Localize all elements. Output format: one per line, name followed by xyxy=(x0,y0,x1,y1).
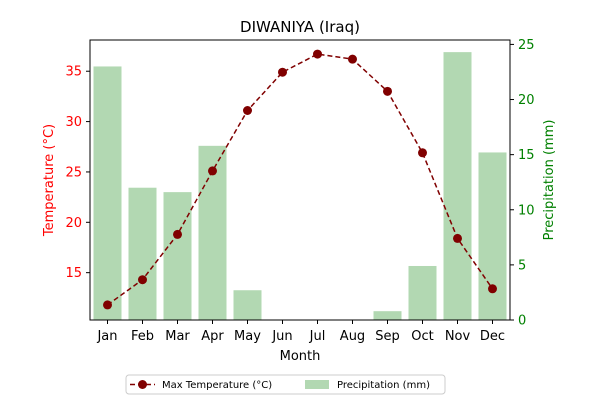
temp-point-jun xyxy=(278,67,287,77)
legend-frame xyxy=(125,374,446,395)
y-axis-left: 15 20 25 30 35 xyxy=(65,65,90,281)
x-tick-label: May xyxy=(234,329,261,344)
x-tick-label: Jul xyxy=(309,329,326,344)
legend: Max Temperature (°C) Precipitation (mm) xyxy=(125,374,446,395)
temp-point-oct xyxy=(418,148,427,158)
y-left-tick-label: 35 xyxy=(65,65,82,80)
y-left-tick-label: 15 xyxy=(65,266,82,281)
y-right-tick-label: 0 xyxy=(518,314,526,329)
x-axis: Jan Feb Mar Apr May Jun Jul Aug Sep Oct Nov Dec xyxy=(96,320,505,344)
x-tick-label: Aug xyxy=(340,329,365,344)
temp-point-dec xyxy=(488,284,497,294)
y-axis-right: 0 5 10 15 20 25 xyxy=(510,38,535,329)
legend-marker-swatch xyxy=(138,380,147,389)
bar-precip-may xyxy=(233,290,262,320)
bar-precip-jan xyxy=(93,66,122,320)
temp-point-feb xyxy=(138,275,147,285)
temp-point-jul xyxy=(313,49,322,59)
temperature-polyline xyxy=(107,53,494,306)
temp-point-aug xyxy=(348,54,357,64)
temp-point-sep xyxy=(383,86,392,96)
temp-point-nov xyxy=(453,233,462,243)
x-tick-label: Dec xyxy=(480,329,505,344)
bar-precip-mar xyxy=(163,192,192,320)
x-tick-label: Apr xyxy=(201,329,224,344)
x-tick-label: Feb xyxy=(131,329,154,344)
x-tick-label: Jun xyxy=(271,329,292,344)
y-axis-right-label: Precipitation (mm) xyxy=(542,120,557,241)
temp-point-jan xyxy=(103,300,112,310)
temp-point-mar xyxy=(173,229,182,239)
precipitation-bars xyxy=(93,52,507,321)
x-tick-label: Oct xyxy=(411,329,433,344)
x-tick-label: Mar xyxy=(165,329,190,344)
bar-precip-sep xyxy=(373,311,402,320)
bar-precip-dec xyxy=(478,152,507,320)
bar-precip-oct xyxy=(408,265,437,320)
plot-frame xyxy=(89,39,511,321)
temp-point-apr xyxy=(208,166,217,176)
x-tick-label: Nov xyxy=(445,329,471,344)
temperature-line xyxy=(103,49,497,310)
x-tick-label: Jan xyxy=(96,329,117,344)
y-left-tick-label: 20 xyxy=(65,216,82,231)
y-right-tick-label: 10 xyxy=(518,203,535,218)
bar-precip-nov xyxy=(443,52,472,321)
bar-precip-feb xyxy=(128,187,157,320)
x-tick-label: Sep xyxy=(375,329,400,344)
legend-label-temperature: Max Temperature (°C) xyxy=(162,380,272,391)
y-right-tick-label: 5 xyxy=(518,258,526,273)
legend-label-precipitation: Precipitation (mm) xyxy=(337,380,430,391)
y-right-tick-label: 20 xyxy=(518,93,535,108)
y-right-tick-label: 15 xyxy=(518,148,535,163)
legend-bar-swatch xyxy=(305,380,329,389)
y-right-tick-label: 25 xyxy=(518,38,535,53)
y-left-tick-label: 25 xyxy=(65,165,82,180)
y-left-tick-label: 30 xyxy=(65,115,82,130)
chart-title: DIWANIYA (Iraq) xyxy=(240,18,360,36)
y-axis-left-label: Temperature (°C) xyxy=(42,124,57,237)
temp-point-may xyxy=(243,106,252,116)
x-axis-label: Month xyxy=(280,349,321,364)
